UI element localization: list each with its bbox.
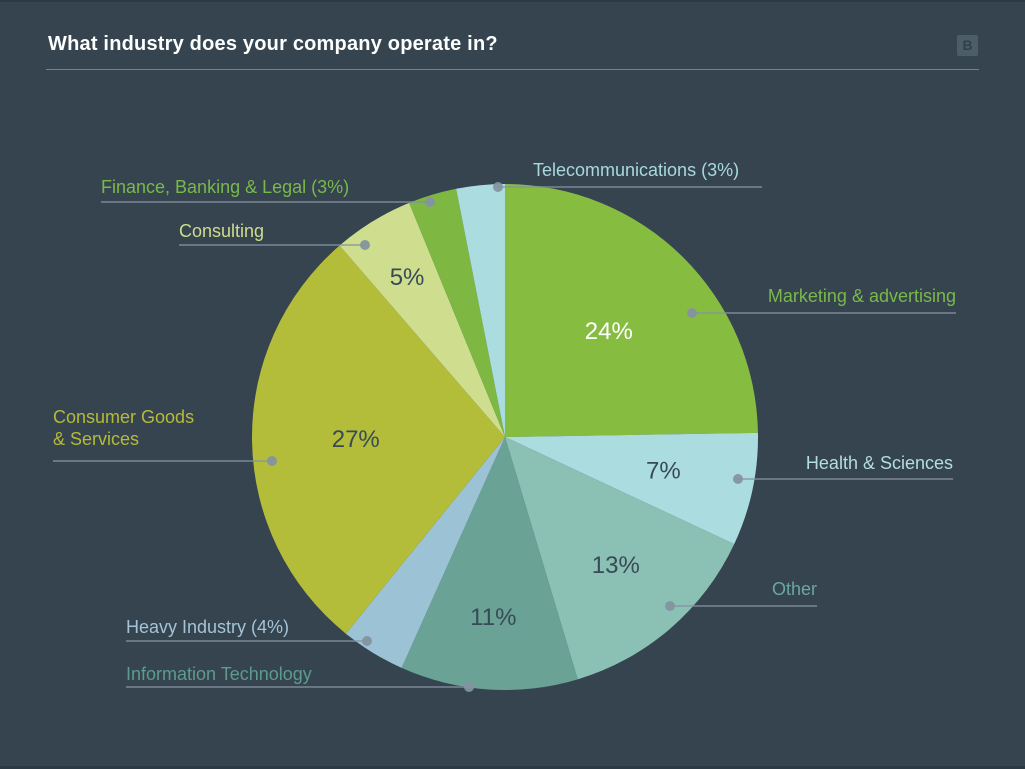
label-consulting: Consulting xyxy=(179,221,265,241)
label-finance-banking-legal: Finance, Banking & Legal (3%) xyxy=(101,177,350,197)
label-consumer-line-2: & Services xyxy=(53,429,140,449)
pie-slice xyxy=(339,202,505,437)
label-telecommunications: Telecommunications (3%) xyxy=(533,160,740,180)
pie-slice xyxy=(252,245,505,634)
slice-percent-label: 24% xyxy=(585,318,633,345)
label-health-and-sciences: Health & Sciences xyxy=(805,453,953,473)
page-title: What industry does your company operate … xyxy=(48,33,498,55)
pie-slice xyxy=(409,188,505,437)
label-consumer-line-1: Consumer Goods xyxy=(53,407,195,427)
pie-slice xyxy=(456,184,505,437)
leader-dot xyxy=(360,240,370,250)
label-information-technology: Information Technology xyxy=(126,664,312,684)
slice-percent-label: 7% xyxy=(646,457,681,484)
pie-slice xyxy=(401,437,578,690)
slice-percent-label: 27% xyxy=(332,426,380,453)
leader-dot xyxy=(425,197,435,207)
leader-dot xyxy=(687,308,697,318)
label-heavy-industry: Heavy Industry (4%) xyxy=(126,617,290,637)
pie-slice xyxy=(505,432,759,545)
leader-dot xyxy=(464,682,474,692)
label-marketing-and-advertising: Marketing & advertising xyxy=(767,286,956,306)
pie-slice xyxy=(505,437,735,680)
slice-percent-label: 5% xyxy=(390,264,425,291)
brand-logo-badge: B xyxy=(957,35,978,56)
label-other: Other xyxy=(771,579,817,599)
leader-dot xyxy=(665,601,675,611)
pie-slice xyxy=(345,437,505,668)
pie-slice xyxy=(505,184,758,437)
label-consumer-goods-and-services: Consumer Goods & Services xyxy=(53,406,194,450)
slice-percent-label: 11% xyxy=(470,604,516,631)
leader-dot xyxy=(733,474,743,484)
slice-percent-label: 13% xyxy=(592,552,640,579)
leader-dot xyxy=(493,182,503,192)
leader-dot xyxy=(267,456,277,466)
title-divider xyxy=(46,69,979,70)
leader-dot xyxy=(362,636,372,646)
